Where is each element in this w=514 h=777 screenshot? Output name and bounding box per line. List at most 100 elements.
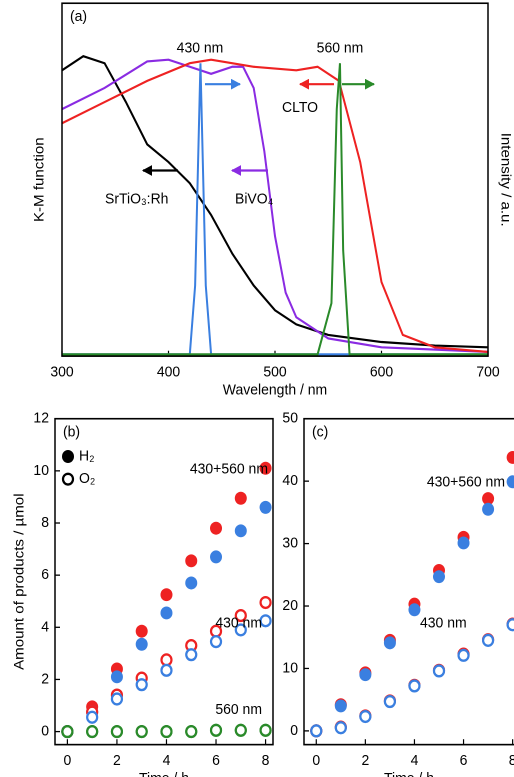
panel: 300 400 500 600 700 Wavelength / nm K-M functi… xyxy=(32,2,513,399)
point xyxy=(506,450,514,464)
y-tick-label: 30 xyxy=(282,535,298,552)
point xyxy=(185,648,198,662)
point xyxy=(86,725,99,739)
point xyxy=(334,721,347,735)
point xyxy=(408,603,421,617)
point xyxy=(160,663,173,677)
y-tick-label: 2 xyxy=(41,671,49,688)
x-tick-label: 4 xyxy=(163,752,171,769)
x-axis-label: Time / h xyxy=(384,771,434,777)
x-tick-label: 2 xyxy=(361,752,369,769)
point xyxy=(160,588,173,602)
point xyxy=(234,608,247,623)
point xyxy=(383,694,397,709)
point xyxy=(110,670,123,684)
plot-frame xyxy=(61,2,489,357)
x-tick-label: 500 xyxy=(263,364,286,381)
x-tick-label: 2 xyxy=(113,752,121,769)
point xyxy=(185,576,198,590)
point xyxy=(259,461,272,475)
panel-label: (a) xyxy=(70,9,87,26)
legend-label: H₂ xyxy=(79,448,95,465)
point xyxy=(234,623,247,637)
panel-label: (b) xyxy=(63,424,80,441)
point xyxy=(185,725,198,739)
y-tick-label: 12 xyxy=(33,410,49,427)
point xyxy=(210,521,223,535)
point xyxy=(135,624,148,638)
x-tick-label: 6 xyxy=(212,752,220,769)
y2-axis-label: Intensity / a.u. xyxy=(497,133,512,227)
line xyxy=(62,63,488,356)
panel-label: (c) xyxy=(312,424,328,441)
x-tick-label: 6 xyxy=(460,752,468,769)
point xyxy=(110,725,124,739)
point xyxy=(61,725,74,739)
annotation: SrTiO₃:Rh xyxy=(105,191,168,208)
annotation: 430 nm xyxy=(420,615,467,632)
x-tick-label: 600 xyxy=(370,364,393,381)
point xyxy=(135,678,148,692)
y-tick-label: 4 xyxy=(41,619,49,636)
legend-marker xyxy=(62,450,74,463)
annotation: 430+560 nm xyxy=(190,461,268,478)
point xyxy=(259,614,272,628)
point xyxy=(234,491,247,505)
point xyxy=(359,709,372,724)
point xyxy=(185,554,198,568)
annotation: CLTO xyxy=(282,99,318,116)
point xyxy=(160,725,173,739)
point xyxy=(457,536,470,550)
point xyxy=(334,699,347,713)
x-tick-label: 8 xyxy=(509,752,514,769)
legend-label: O₂ xyxy=(79,471,95,488)
line xyxy=(61,54,489,349)
plot-frame xyxy=(54,417,274,746)
annotation: 430 nm xyxy=(215,615,262,632)
point xyxy=(209,635,223,649)
point xyxy=(310,724,323,738)
point xyxy=(481,633,495,647)
point xyxy=(135,637,148,651)
arrows xyxy=(142,78,375,176)
line xyxy=(61,58,489,353)
point xyxy=(432,664,446,678)
point xyxy=(259,500,272,514)
y-tick-label: 40 xyxy=(282,473,298,490)
plot-frame xyxy=(303,417,514,746)
x-tick-label: 0 xyxy=(312,752,320,769)
point xyxy=(506,475,514,489)
y-axis-label: K-M function xyxy=(32,137,47,222)
point xyxy=(433,570,445,584)
point xyxy=(210,550,223,564)
point xyxy=(110,692,124,706)
point xyxy=(160,606,173,620)
x-tick-label: 8 xyxy=(262,752,270,769)
point xyxy=(383,636,396,650)
x-tick-label: 0 xyxy=(63,752,71,769)
x-tick-label: 4 xyxy=(411,752,419,769)
y-tick-label: 0 xyxy=(41,723,49,740)
y-tick-label: 50 xyxy=(282,410,298,427)
y-tick-label: 0 xyxy=(290,722,298,739)
annotation: 560 nm xyxy=(317,40,364,57)
annotation: 430+560 nm xyxy=(427,474,505,491)
point xyxy=(234,723,247,737)
point xyxy=(209,723,223,737)
annotation: 430 nm xyxy=(177,40,224,57)
y-tick-label: 8 xyxy=(41,515,49,532)
point xyxy=(506,618,514,632)
point xyxy=(359,668,372,682)
y-tick-label: 6 xyxy=(41,567,49,584)
legend-marker xyxy=(61,472,75,486)
x-axis-label: Wavelength / nm xyxy=(223,382,327,399)
point xyxy=(86,710,99,724)
x-axis-label: Time / h xyxy=(139,771,189,777)
point xyxy=(259,595,272,610)
y-axis-label: Amount of products / µmol xyxy=(12,493,27,669)
x-tick-label: 700 xyxy=(476,364,499,381)
point xyxy=(259,723,272,737)
panel: 0 2 4 6 8 0 10 20 30 40 50 Time / h (c) 430+560 nm 430… xyxy=(282,410,514,777)
